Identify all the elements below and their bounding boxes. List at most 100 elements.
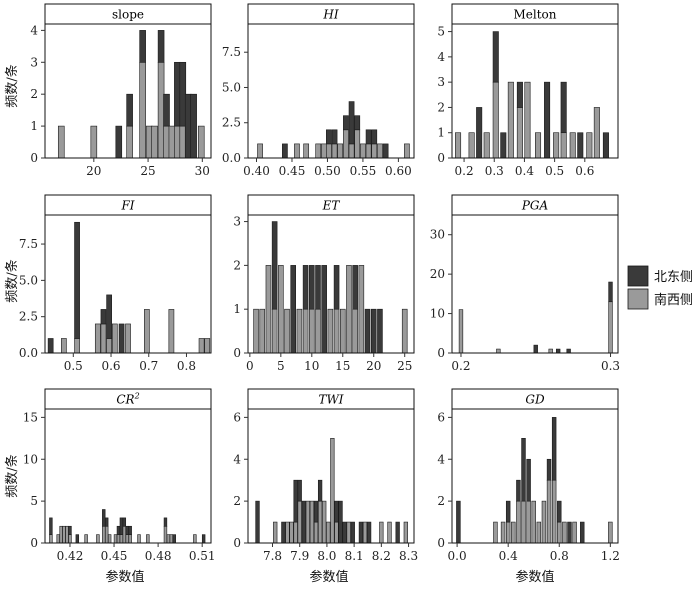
x-tick-label: 1.2	[601, 549, 620, 563]
bar-north-east	[521, 438, 526, 502]
bar-south-west	[535, 132, 542, 159]
y-tick-label: 0	[437, 151, 445, 165]
bar-south-west	[265, 265, 272, 354]
bar-north-east	[331, 129, 338, 145]
bar-south-west	[278, 265, 284, 354]
panel-title-twi: TWI	[318, 393, 343, 407]
panel-frame	[247, 408, 415, 544]
bar-south-west	[468, 132, 475, 159]
bar-north-east	[293, 479, 298, 523]
bar-south-west	[294, 143, 300, 159]
bar-south-west	[116, 534, 121, 544]
bar-north-east	[342, 521, 347, 544]
bar-south-west	[257, 143, 263, 159]
x-tick-label: 0.5	[64, 359, 83, 373]
x-tick-label: 0.8	[550, 549, 569, 563]
bar-north-east	[608, 281, 613, 303]
x-tick-label: 0.60	[385, 164, 412, 178]
bar-north-east	[128, 525, 132, 535]
panel-title-hi: HI	[322, 8, 338, 22]
bar-north-east	[354, 115, 361, 131]
panel-frame	[451, 214, 619, 354]
bar-south-west	[551, 479, 557, 544]
x-tick-label: 0.42	[57, 549, 84, 563]
y-tick-label: 1	[30, 119, 38, 133]
y-tick-label: 2	[233, 258, 241, 272]
bar-north-east	[567, 521, 572, 544]
bar-south-west	[90, 125, 98, 159]
y-axis-title-row3: 频数/条	[4, 454, 20, 497]
bar-south-west	[313, 521, 319, 544]
bar-south-west	[365, 143, 372, 159]
y-tick-label: 2	[30, 87, 38, 101]
bar-south-west	[94, 323, 101, 354]
x-tick-label: 5	[277, 359, 285, 373]
bar-south-west	[569, 132, 576, 159]
x-tick-label: 0.6	[575, 164, 594, 178]
bar-north-east	[115, 125, 123, 159]
bar-north-east	[116, 525, 121, 535]
bar-north-east	[556, 348, 561, 354]
bar-south-west	[179, 125, 187, 159]
panel-gd: GD 0 2 4 6 0.0 0.4 0.8 1.2	[437, 388, 620, 563]
bar-south-west	[174, 125, 181, 159]
bar-south-west	[348, 143, 355, 159]
bar-north-east	[348, 101, 355, 145]
bar-north-east	[282, 143, 288, 159]
bar-north-east	[49, 517, 53, 535]
y-tick-label: 0	[233, 536, 241, 550]
bar-south-west	[297, 500, 302, 544]
panel-frame	[44, 214, 212, 354]
bar-south-west	[346, 265, 352, 354]
x-axis-title-col3: 参数值	[515, 569, 554, 585]
panel-title-pga: PGA	[521, 199, 549, 213]
panel-twi: TWI 0 2 4 6 7.8 7.9 8.0 8.1 8.2 8.3	[233, 388, 418, 563]
x-tick-label: 8.1	[345, 549, 364, 563]
y-tick-label: 20	[430, 267, 445, 281]
x-tick-label: 0	[246, 359, 254, 373]
bar-north-east	[297, 479, 302, 502]
bar-south-west	[168, 309, 175, 354]
bar-north-east	[566, 348, 571, 354]
panel-melton: Melton 0 1 2 3 4 5 0.2 0.3 0.4 0.5 0.6	[437, 3, 619, 178]
x-tick-label: 0.6	[101, 359, 120, 373]
y-tick-label: 2.5	[222, 116, 241, 130]
bar-south-west	[401, 308, 408, 354]
x-tick-label: 0.50	[314, 164, 341, 178]
bar-south-west	[271, 308, 278, 354]
bar-south-west	[593, 107, 600, 159]
bar-north-east	[122, 517, 127, 527]
y-tick-label: 5	[437, 25, 445, 39]
bar-south-west	[309, 308, 315, 354]
x-tick-label: 7.9	[290, 549, 309, 563]
bar-north-east	[580, 521, 585, 544]
bar-north-east	[309, 265, 315, 310]
bar-south-west	[541, 500, 547, 544]
panel-frame	[451, 23, 619, 159]
bar-south-west	[317, 500, 323, 544]
bar-south-west	[56, 534, 60, 544]
bar-north-east	[179, 61, 187, 127]
bar-south-west	[296, 308, 303, 354]
bar-north-east	[172, 534, 176, 544]
bar-south-west	[204, 338, 211, 354]
bar-south-west	[327, 308, 334, 354]
bar-south-west	[197, 125, 205, 159]
bar-south-west	[608, 521, 613, 544]
bar-north-east	[105, 517, 109, 527]
bar-south-west	[305, 500, 311, 544]
x-tick-label: 0.5	[545, 164, 564, 178]
y-axis-title-row1: 频数/条	[4, 64, 20, 107]
bar-north-east	[370, 308, 377, 354]
panel-slope: slope 0 1 2 3 4 20 25 30	[30, 3, 212, 178]
bar-north-east	[371, 129, 378, 145]
bar-north-east	[201, 534, 206, 544]
y-tick-label: 0	[437, 536, 445, 550]
bar-north-east	[301, 500, 306, 544]
x-tick-label: 10	[304, 359, 319, 373]
bar-north-east	[395, 521, 400, 544]
bar-south-west	[330, 438, 335, 544]
x-tick-label: 8.0	[317, 549, 336, 563]
bar-south-west	[560, 132, 567, 159]
x-tick-label: 8.2	[372, 549, 391, 563]
